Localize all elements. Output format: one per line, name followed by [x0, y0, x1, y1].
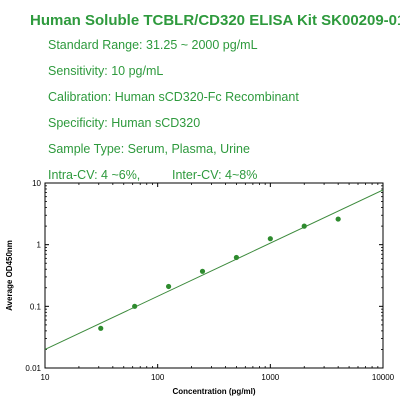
data-point [132, 303, 138, 309]
x-tick-label: 10000 [372, 373, 395, 382]
x-tick-label: 100 [151, 373, 165, 382]
spec-calibration: Calibration: Human sCD320-Fc Recombinant [48, 90, 299, 104]
inter-cv: Inter-CV: 4~8% [172, 168, 258, 182]
data-point [233, 254, 240, 261]
intra-cv: Intra-CV: 4 ~6%, [48, 168, 141, 182]
spec-standard-range: Standard Range: 31.25 ~ 2000 pg/mL [48, 38, 258, 52]
y-tick-label: 0.1 [30, 302, 42, 311]
x-tick-label: 10 [41, 373, 50, 382]
spec-sensitivity: Sensitivity: 10 pg/mL [48, 64, 164, 78]
data-point [98, 325, 104, 331]
data-point [335, 216, 341, 222]
spec-sample-type: Sample Type: Serum, Plasma, Urine [48, 142, 250, 156]
y-tick-label: 0.01 [25, 364, 41, 373]
chart-root: 10 100 1000 10000 0.01 0.1 1 10 Concentration (p… [5, 179, 395, 396]
spec-specificity: Specificity: Human sCD320 [48, 116, 201, 130]
y-axis-label: Average OD450nm [5, 240, 14, 311]
y-tick-label: 1 [37, 241, 42, 250]
data-point [165, 283, 172, 290]
y-tick-label: 10 [32, 179, 41, 188]
x-axis-label: Concentration (pg/ml) [172, 387, 255, 396]
plot-frame [44, 182, 384, 369]
data-point [267, 236, 273, 242]
x-tick-label: 1000 [261, 373, 279, 382]
fit-line [44, 189, 384, 350]
data-point [199, 268, 206, 274]
page-title: Human Soluble TCBLR/CD320 ELISA Kit SK00… [30, 12, 400, 29]
data-point [301, 223, 307, 229]
